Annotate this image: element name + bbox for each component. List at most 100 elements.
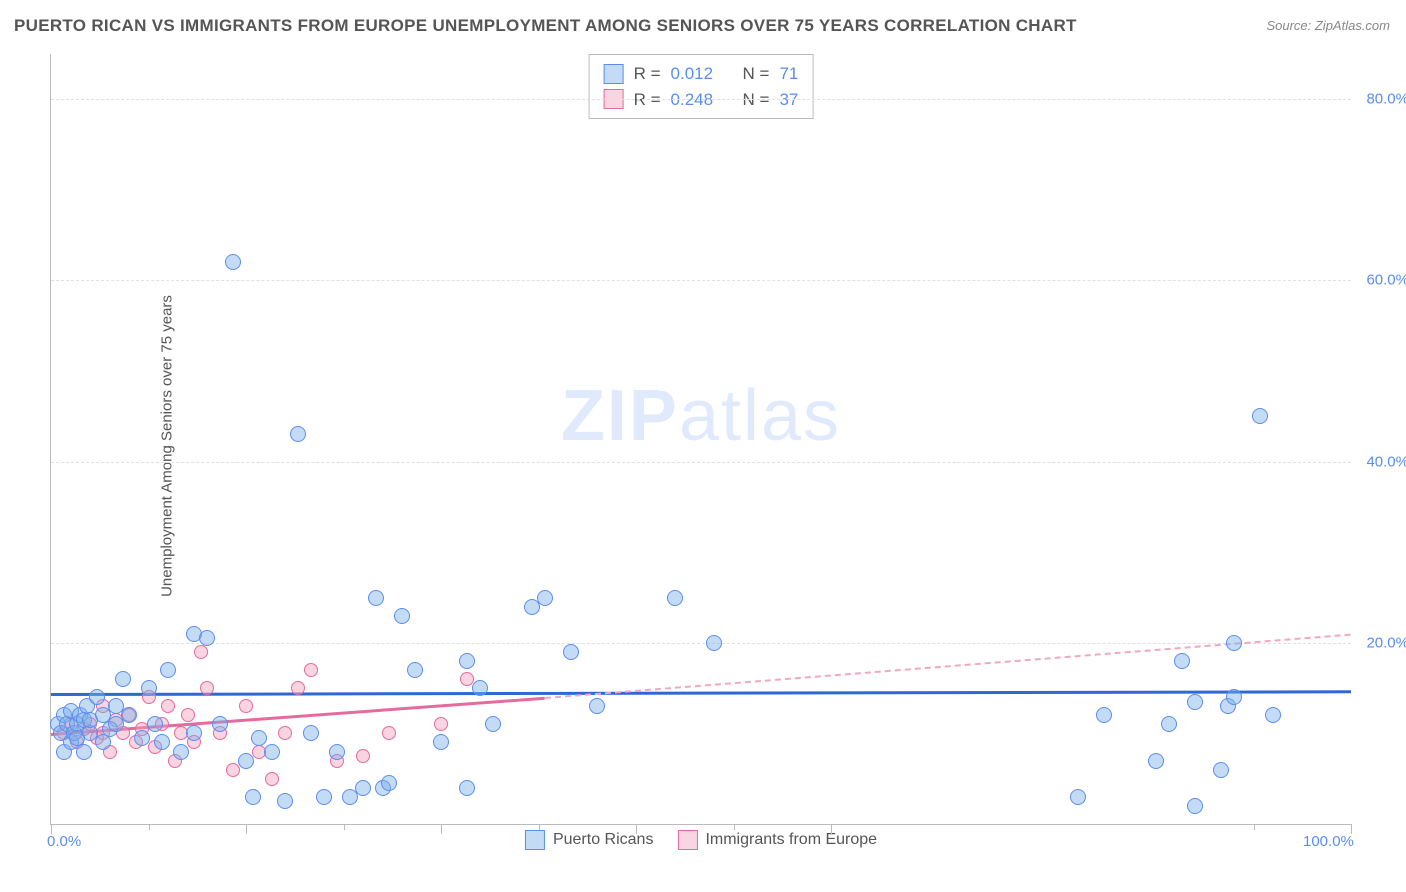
data-point	[394, 608, 410, 624]
data-point	[485, 716, 501, 732]
data-point	[291, 681, 305, 695]
data-point	[368, 590, 384, 606]
scatter-plot-area: ZIPatlas R = 0.012 N = 71 R = 0.248 N = …	[50, 54, 1351, 825]
data-point	[181, 708, 195, 722]
data-point	[89, 689, 105, 705]
data-point	[381, 775, 397, 791]
source-credit: Source: ZipAtlas.com	[1266, 18, 1390, 33]
data-point	[537, 590, 553, 606]
xtick-mark	[149, 824, 150, 830]
xtick-mark	[831, 824, 832, 834]
gridline	[51, 99, 1351, 100]
data-point	[433, 734, 449, 750]
ytick-label: 40.0%	[1366, 453, 1406, 470]
data-point	[251, 730, 267, 746]
data-point	[225, 254, 241, 270]
data-point	[303, 725, 319, 741]
data-point	[434, 717, 448, 731]
xtick-mark	[441, 824, 442, 834]
series-legend: Puerto Ricans Immigrants from Europe	[525, 830, 877, 850]
data-point	[667, 590, 683, 606]
data-point	[356, 749, 370, 763]
data-point	[278, 726, 292, 740]
r-value-blue: 0.012	[671, 61, 714, 87]
xtick-mark	[1254, 824, 1255, 830]
data-point	[141, 680, 157, 696]
data-point	[316, 789, 332, 805]
data-point	[1148, 753, 1164, 769]
data-point	[1174, 653, 1190, 669]
data-point	[121, 707, 137, 723]
data-point	[407, 662, 423, 678]
watermark-rest: atlas	[679, 376, 841, 456]
swatch-blue-icon	[525, 830, 545, 850]
xtick-mark	[246, 824, 247, 834]
data-point	[1187, 694, 1203, 710]
data-point	[212, 716, 228, 732]
data-point	[264, 744, 280, 760]
r-label: R =	[634, 61, 661, 87]
data-point	[329, 744, 345, 760]
data-point	[706, 635, 722, 651]
swatch-pink-icon	[677, 830, 697, 850]
data-point	[290, 426, 306, 442]
legend-item-blue: Puerto Ricans	[525, 830, 654, 850]
data-point	[459, 780, 475, 796]
data-point	[160, 662, 176, 678]
watermark: ZIPatlas	[561, 375, 841, 457]
data-point	[1096, 707, 1112, 723]
data-point	[76, 744, 92, 760]
stats-row-blue: R = 0.012 N = 71	[604, 61, 799, 87]
source-label: Source:	[1266, 18, 1314, 33]
data-point	[1213, 762, 1229, 778]
data-point	[238, 753, 254, 769]
chart-title: PUERTO RICAN VS IMMIGRANTS FROM EUROPE U…	[14, 16, 1077, 36]
data-point	[199, 630, 215, 646]
data-point	[194, 645, 208, 659]
trend-line	[51, 690, 1351, 696]
gridline	[51, 280, 1351, 281]
data-point	[472, 680, 488, 696]
ytick-label: 80.0%	[1366, 91, 1406, 108]
swatch-blue-icon	[604, 64, 624, 84]
data-point	[563, 644, 579, 660]
gridline	[51, 643, 1351, 644]
watermark-bold: ZIP	[561, 376, 679, 456]
data-point	[589, 698, 605, 714]
data-point	[265, 772, 279, 786]
xtick-mark	[734, 824, 735, 830]
n-label: N =	[743, 61, 770, 87]
legend-label-pink: Immigrants from Europe	[705, 831, 877, 849]
data-point	[1226, 635, 1242, 651]
data-point	[245, 789, 261, 805]
data-point	[134, 730, 150, 746]
xtick-mark	[344, 824, 345, 830]
data-point	[459, 653, 475, 669]
data-point	[355, 780, 371, 796]
data-point	[1187, 798, 1203, 814]
xtick-label: 0.0%	[47, 833, 81, 850]
xtick-label: 100.0%	[1303, 833, 1354, 850]
data-point	[1252, 408, 1268, 424]
data-point	[186, 725, 202, 741]
ytick-label: 20.0%	[1366, 634, 1406, 651]
data-point	[161, 699, 175, 713]
n-value-blue: 71	[779, 61, 798, 87]
data-point	[147, 716, 163, 732]
data-point	[1226, 689, 1242, 705]
data-point	[1265, 707, 1281, 723]
data-point	[115, 671, 131, 687]
xtick-mark	[539, 824, 540, 830]
xtick-mark	[636, 824, 637, 834]
legend-label-blue: Puerto Ricans	[553, 831, 654, 849]
data-point	[382, 726, 396, 740]
data-point	[226, 763, 240, 777]
data-point	[200, 681, 214, 695]
data-point	[1161, 716, 1177, 732]
data-point	[304, 663, 318, 677]
data-point	[173, 744, 189, 760]
source-value: ZipAtlas.com	[1315, 18, 1390, 33]
data-point	[277, 793, 293, 809]
gridline	[51, 462, 1351, 463]
legend-item-pink: Immigrants from Europe	[677, 830, 877, 850]
